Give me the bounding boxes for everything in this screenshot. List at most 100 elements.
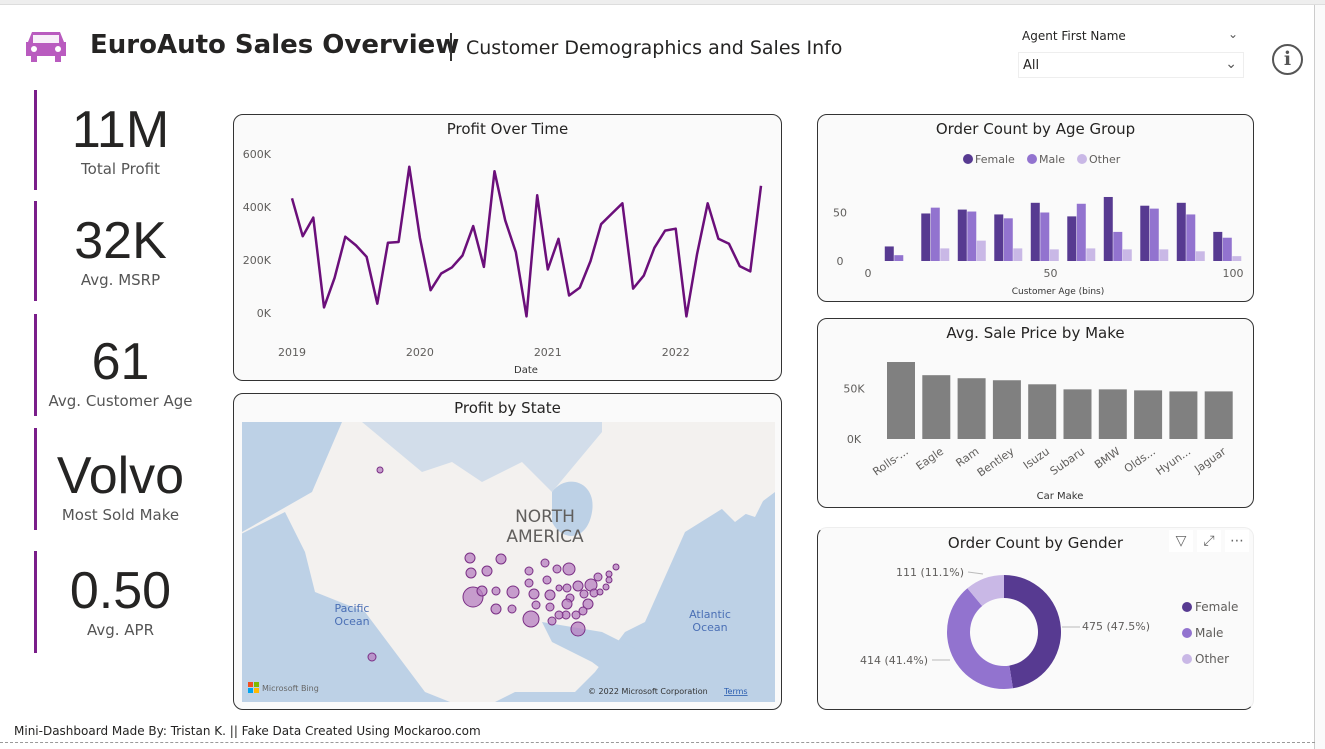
profit-line-chart: 0K 200K 400K 600K 2019 2020 2021 2022 Date [243, 148, 763, 376]
x-tick-label: Subaru [1048, 445, 1088, 478]
state-profit-bubble [596, 588, 604, 596]
legend-marker [1182, 654, 1192, 664]
x-tick-label: 0 [865, 267, 872, 280]
state-profit-bubble [605, 576, 613, 584]
more-options-icon[interactable]: ⋯ [1225, 530, 1249, 552]
map-attribution: Microsoft Bing [262, 684, 319, 693]
legend-label: Female [975, 153, 1015, 166]
price-bar [887, 362, 915, 439]
info-icon[interactable]: i [1272, 44, 1303, 75]
state-profit-bubble [481, 565, 493, 577]
y-tick-label: 200K [243, 254, 272, 267]
bar-other [1049, 249, 1059, 261]
window-top-bar [0, 0, 1325, 5]
state-profit-bubble [507, 604, 517, 614]
x-tick-label: 2022 [662, 346, 690, 359]
greenland-shape [685, 422, 775, 522]
ocean-label: Ocean [334, 615, 369, 628]
price-bar [1098, 389, 1127, 439]
state-profit-bubble [570, 621, 586, 637]
x-tick-label: BMW [1092, 445, 1122, 472]
bar-female [884, 246, 894, 261]
agent-name-dropdown[interactable]: All ⌄ [1018, 52, 1244, 78]
state-profit-bubble [602, 583, 610, 591]
age-bar-chart: Female Male Other 0 50 0 50 100 Customer Age (bi… [833, 153, 1244, 297]
visual-toolbar: ▽ ⤢ ⋯ [1169, 530, 1249, 552]
x-tick-label: Jaguar [1191, 445, 1229, 477]
bar-other [976, 240, 986, 261]
state-profit-bubble [562, 562, 576, 576]
kpi-value: 32K [74, 212, 167, 270]
state-profit-bubble [561, 598, 573, 610]
x-tick-label: Eagle [914, 445, 947, 473]
chevron-down-icon[interactable]: ⌄ [1228, 27, 1239, 41]
legend-marker [963, 154, 973, 164]
gender-card[interactable]: Order Count by Gender ▽ ⤢ ⋯ 475 (47.5%) 4… [817, 527, 1254, 710]
donut-slice-male [947, 588, 1013, 689]
state-profit-bubble [554, 610, 564, 620]
price-bar [957, 378, 986, 439]
map-copyright: © 2022 Microsoft Corporation [588, 687, 708, 696]
age-group-card[interactable]: Order Count by Age Group Female Male Other… [817, 114, 1254, 302]
kpi-value: 0.50 [69, 562, 172, 620]
bar-female [957, 209, 967, 261]
sale-price-card[interactable]: Avg. Sale Price by Make 0K 50K Rolls-... Ea… [817, 318, 1254, 508]
chart-title: Profit Over Time [446, 120, 569, 138]
legend-marker [1182, 628, 1192, 638]
state-profit-bubble [571, 610, 581, 620]
profit-by-state-card[interactable]: Profit by State NORTH AMERICA Pacific Oc… [233, 393, 782, 710]
bar-male [1113, 231, 1123, 261]
bar-female [994, 214, 1004, 261]
ocean-label: Atlantic [689, 608, 731, 621]
hudson-bay [552, 481, 593, 536]
page-subtitle: Customer Demographics and Sales Info [466, 37, 843, 59]
slicer-label: Agent First Name [1022, 29, 1126, 43]
x-axis-title: Customer Age (bins) [1012, 287, 1104, 297]
ocean-label: Ocean [692, 621, 727, 634]
state-profit-bubble [464, 552, 476, 564]
x-tick-label: Ram [954, 445, 982, 470]
bar-male [967, 211, 977, 261]
x-tick-label: 2019 [278, 346, 306, 359]
state-profit-bubble [495, 553, 507, 565]
legend-label: Other [1195, 652, 1229, 666]
kpi-value: 11M [71, 101, 170, 159]
title-divider [450, 33, 452, 61]
filter-icon[interactable]: ▽ [1169, 530, 1193, 552]
bar-male [1149, 208, 1159, 261]
profit-series-line [290, 165, 763, 318]
y-tick-label: 600K [243, 148, 272, 161]
state-profit-bubble [552, 564, 562, 574]
bar-male [930, 207, 940, 261]
chevron-down-icon: ⌄ [1225, 56, 1237, 72]
kpi-label: Avg. MSRP [80, 271, 161, 289]
focus-mode-icon[interactable]: ⤢ [1197, 530, 1221, 552]
state-profit-bubble [555, 584, 563, 592]
dropdown-value: All [1023, 58, 1040, 73]
ocean-label: Pacific [335, 602, 370, 615]
bar-male [1003, 218, 1013, 261]
price-bar [1134, 390, 1163, 439]
state-profit-bubble [579, 589, 589, 599]
kpi-most-sold-make: Volvo Most Sold Make [34, 428, 204, 530]
leader-line [967, 571, 984, 575]
scrollbar[interactable] [1314, 5, 1325, 749]
profit-over-time-card[interactable]: Profit Over Time 0K 200K 400K 600K 2019 2020 2… [233, 114, 782, 381]
bar-other [1195, 251, 1205, 261]
x-tick-label: 100 [1223, 267, 1244, 280]
data-label: 475 (47.5%) [1082, 620, 1150, 633]
page-title: EuroAuto Sales Overview [90, 30, 460, 60]
state-profit-bubble [506, 585, 520, 599]
terms-link[interactable]: Terms [723, 687, 748, 696]
state-profit-bubble [540, 558, 550, 568]
price-bar [922, 375, 951, 439]
chart-title: Profit by State [454, 399, 561, 417]
bar-other [940, 248, 950, 261]
state-profit-bubble [612, 563, 620, 571]
chart-title: Order Count by Gender [947, 534, 1124, 552]
bar-male [1186, 214, 1196, 261]
x-tick-label: Olds... [1122, 445, 1158, 476]
bar-other [1013, 248, 1023, 261]
x-tick-label: Bentley [975, 445, 1017, 480]
profit-map[interactable]: NORTH AMERICA Pacific Ocean Atlantic Oce… [242, 422, 775, 702]
